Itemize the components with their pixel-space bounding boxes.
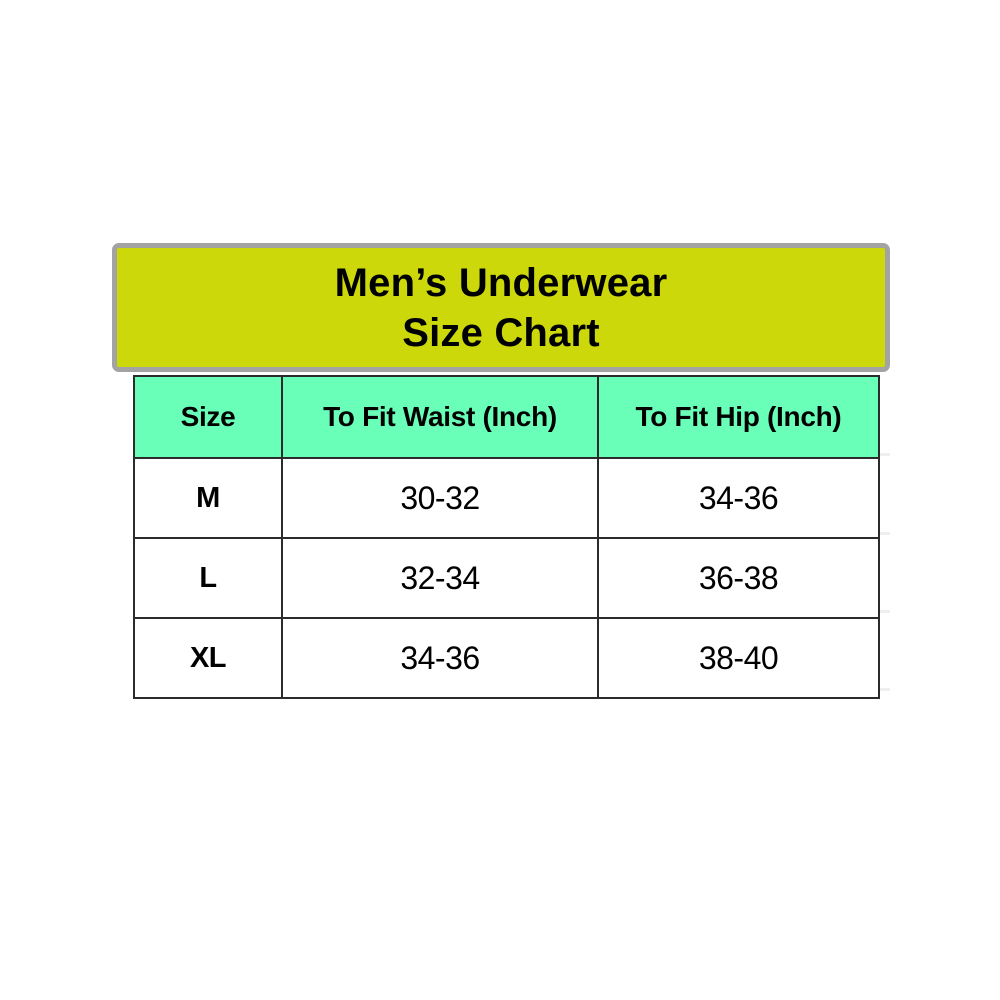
column-header-hip: To Fit Hip (Inch)	[597, 375, 880, 459]
table-row: XL 34-36 38-40	[133, 617, 880, 699]
cell-size: M	[133, 457, 283, 539]
cell-hip: 38-40	[597, 617, 880, 699]
table-body: M 30-32 34-36 L 32-34 36-38 XL 34-36 38-…	[133, 457, 880, 699]
cell-size: L	[133, 537, 283, 619]
cell-waist: 32-34	[281, 537, 599, 619]
table-row: L 32-34 36-38	[133, 537, 880, 619]
cell-waist: 30-32	[281, 457, 599, 539]
cell-hip: 34-36	[597, 457, 880, 539]
cell-waist: 34-36	[281, 617, 599, 699]
table-row: M 30-32 34-36	[133, 457, 880, 539]
row-separator-stub	[876, 453, 890, 456]
cell-size: XL	[133, 617, 283, 699]
table-header: Size To Fit Waist (Inch) To Fit Hip (Inc…	[133, 375, 880, 459]
size-chart-table: Size To Fit Waist (Inch) To Fit Hip (Inc…	[133, 375, 880, 699]
row-separator-stub	[876, 532, 890, 535]
table-bottom-stub	[876, 688, 890, 691]
row-separator-stub	[876, 610, 890, 613]
cell-hip: 36-38	[597, 537, 880, 619]
page-title-line-2: Size Chart	[402, 310, 600, 355]
column-header-size: Size	[133, 375, 283, 459]
table-header-row: Size To Fit Waist (Inch) To Fit Hip (Inc…	[133, 375, 880, 459]
column-header-waist: To Fit Waist (Inch)	[281, 375, 599, 459]
page-title-line-1: Men’s Underwear	[334, 260, 668, 305]
title-banner: Men’s Underwear Size Chart	[112, 243, 890, 372]
